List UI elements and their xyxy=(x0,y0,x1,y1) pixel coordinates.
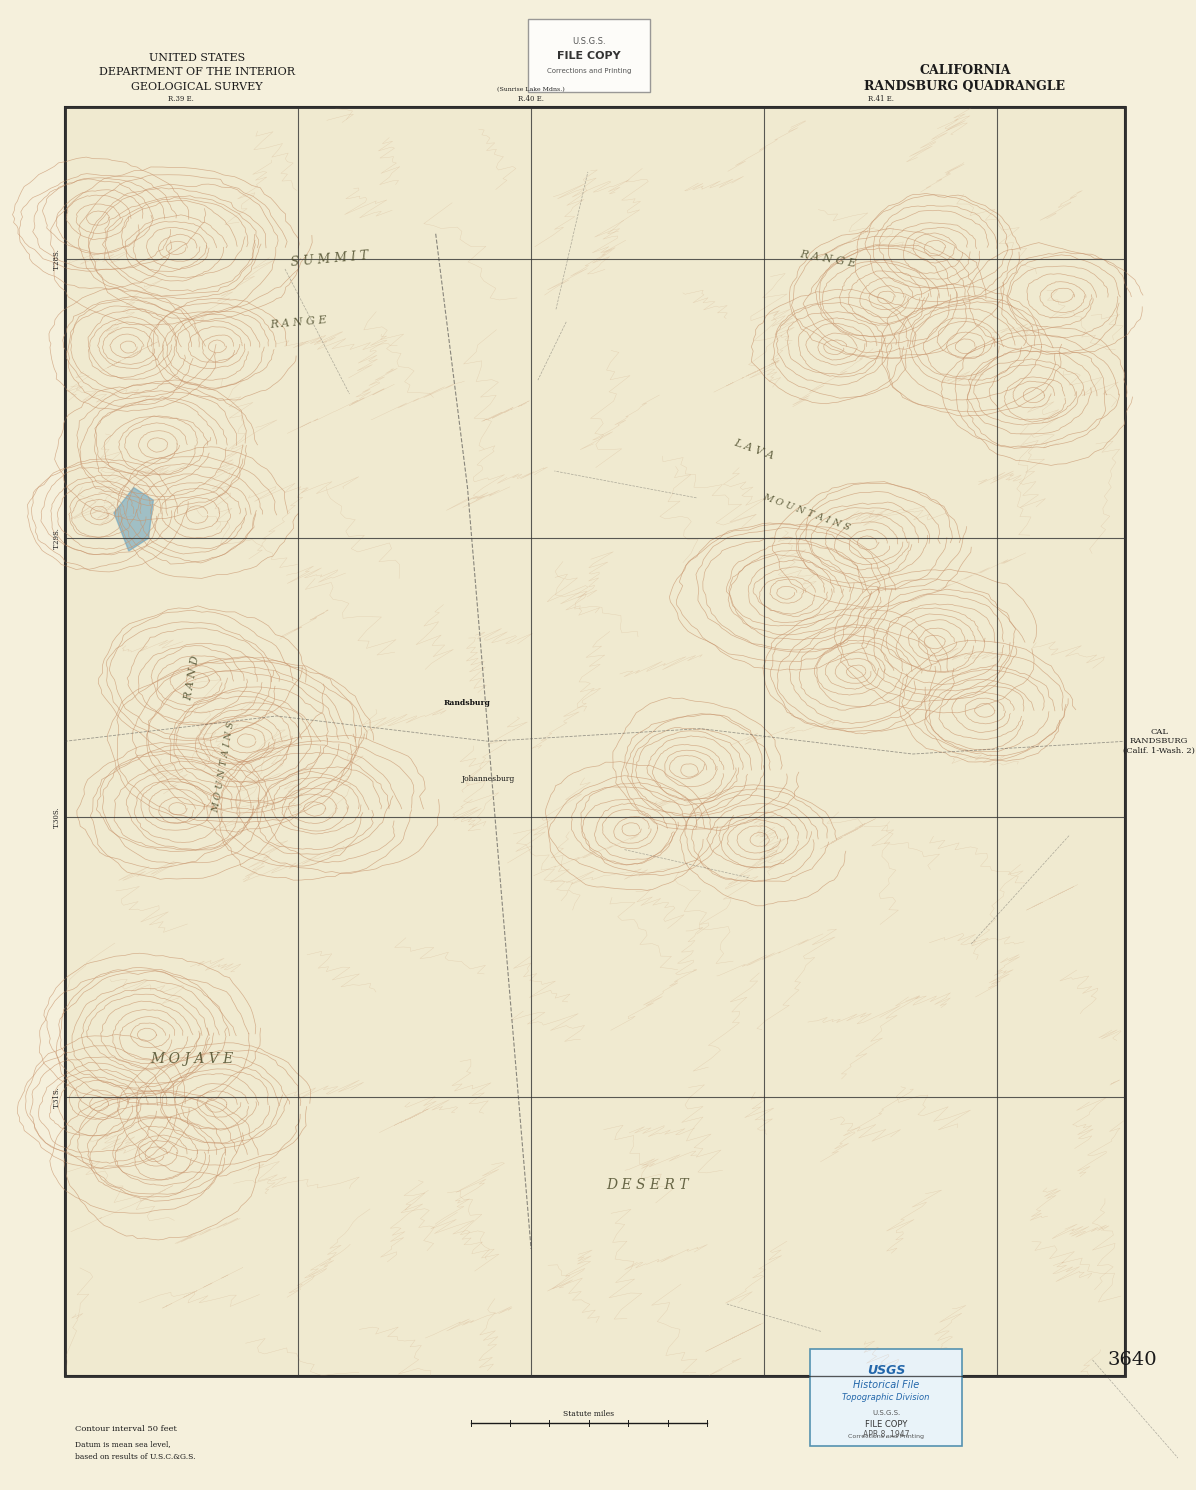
Text: M O U N T A I N S: M O U N T A I N S xyxy=(212,721,236,814)
FancyBboxPatch shape xyxy=(527,19,649,92)
Text: L A V A: L A V A xyxy=(732,438,775,462)
Text: M O U N T A I N S: M O U N T A I N S xyxy=(762,493,852,533)
Text: RANDSBURG QUADRANGLE: RANDSBURG QUADRANGLE xyxy=(865,80,1066,92)
Text: U.S.G.S.: U.S.G.S. xyxy=(572,37,605,46)
Text: GEOLOGICAL SURVEY: GEOLOGICAL SURVEY xyxy=(132,82,263,92)
Text: UNITED STATES: UNITED STATES xyxy=(148,52,245,63)
Bar xyxy=(65,107,1124,1375)
Text: M O J A V E: M O J A V E xyxy=(151,1052,233,1065)
Text: R A N G E: R A N G E xyxy=(269,314,327,331)
Text: (Sunrise Lake Mdns.): (Sunrise Lake Mdns.) xyxy=(498,86,565,92)
Text: T.31S.: T.31S. xyxy=(53,1086,61,1107)
Text: Historical File: Historical File xyxy=(853,1380,920,1390)
Text: APR 8, 1947: APR 8, 1947 xyxy=(862,1430,909,1439)
Text: D E S E R T: D E S E R T xyxy=(606,1179,689,1192)
Text: T.29S.: T.29S. xyxy=(53,527,61,550)
Text: CALIFORNIA: CALIFORNIA xyxy=(920,64,1011,77)
Text: FILE COPY: FILE COPY xyxy=(865,1420,908,1429)
Text: S U M M I T: S U M M I T xyxy=(291,249,370,270)
Text: R.40 E.: R.40 E. xyxy=(518,95,544,103)
Text: DEPARTMENT OF THE INTERIOR: DEPARTMENT OF THE INTERIOR xyxy=(99,67,295,77)
Text: T.30S.: T.30S. xyxy=(53,806,61,828)
Text: Datum is mean sea level,: Datum is mean sea level, xyxy=(74,1439,170,1448)
Text: based on results of U.S.C.&G.S.: based on results of U.S.C.&G.S. xyxy=(74,1453,195,1460)
Bar xyxy=(65,107,1124,1375)
Text: Johannesburg: Johannesburg xyxy=(462,775,515,784)
Text: Contour interval 50 feet: Contour interval 50 feet xyxy=(74,1424,177,1433)
Text: R A N G E: R A N G E xyxy=(799,249,856,270)
Text: R.41 E.: R.41 E. xyxy=(868,95,893,103)
Text: Randsburg: Randsburg xyxy=(444,699,490,708)
Text: Topographic Division: Topographic Division xyxy=(842,1393,929,1402)
Text: USGS: USGS xyxy=(867,1363,905,1377)
Text: 3640: 3640 xyxy=(1107,1351,1157,1369)
Text: Corrections and Printing: Corrections and Printing xyxy=(547,67,631,73)
Polygon shape xyxy=(114,487,153,551)
Text: FILE COPY: FILE COPY xyxy=(557,51,621,61)
Text: T.28S.: T.28S. xyxy=(53,249,61,270)
Text: R A N D: R A N D xyxy=(183,654,201,702)
Text: Statute miles: Statute miles xyxy=(563,1410,615,1418)
Text: CAL
RANDSBURG
(Calif. 1-Wash. 2): CAL RANDSBURG (Calif. 1-Wash. 2) xyxy=(1123,729,1195,754)
Text: Corrections and Printing: Corrections and Printing xyxy=(848,1433,925,1439)
FancyBboxPatch shape xyxy=(811,1348,962,1445)
Text: R.39 E.: R.39 E. xyxy=(169,95,194,103)
Text: U.S.G.S.: U.S.G.S. xyxy=(872,1410,901,1416)
